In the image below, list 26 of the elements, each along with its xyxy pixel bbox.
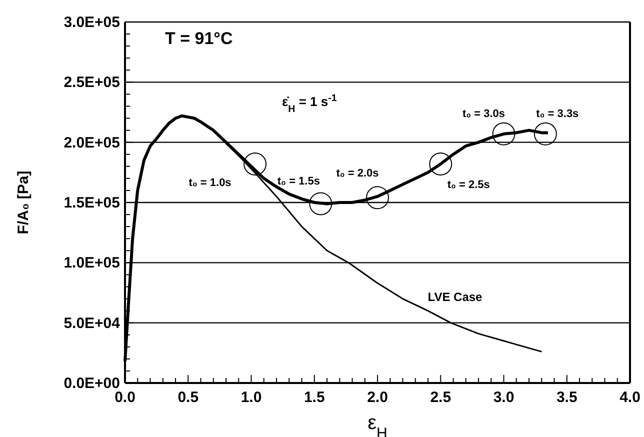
y-tick-label: 1.0E+05 [64, 254, 120, 272]
annotation: t₀ = 3.0s [462, 108, 506, 120]
series-label: LVE Case [428, 290, 483, 304]
x-tick-label: 4.0 [620, 389, 640, 406]
y-tick-label: 5.0E+04 [64, 314, 121, 332]
y-axis-title: F/A₀ [Pa] [15, 170, 32, 234]
x-tick-label: 2.0 [367, 389, 388, 406]
x-tick-label: 1.0 [240, 389, 262, 406]
annotation: t₀ = 2.0s [336, 168, 379, 180]
y-tick-label: 3.0E+05 [64, 14, 120, 31]
y-tick-label: 0.0E+00 [64, 375, 120, 392]
x-tick-label: 3.5 [556, 389, 578, 406]
x-tick-label: 3.0 [493, 389, 514, 406]
x-tick-label: 0.0 [114, 389, 136, 406]
annotation: t₀ = 3.3s [536, 108, 579, 120]
annotation: t₀ = 1.5s [277, 176, 320, 188]
x-tick-label: 2.5 [430, 389, 452, 406]
annotation: t₀ = 1.0s [188, 176, 232, 189]
y-tick-label: 1.5E+05 [64, 194, 120, 212]
annotation: ε̇$_{H}$ = 1 s$^{-1}$ [282, 92, 338, 114]
annotation: T = 91°C [165, 29, 233, 48]
y-tick-label: 2.5E+05 [64, 74, 120, 92]
x-tick-label: 0.5 [178, 389, 199, 406]
x-tick-label: 1.5 [304, 389, 325, 406]
y-tick-label: 2.0E+05 [64, 134, 120, 152]
annotation: t₀ = 2.5s [447, 178, 490, 191]
